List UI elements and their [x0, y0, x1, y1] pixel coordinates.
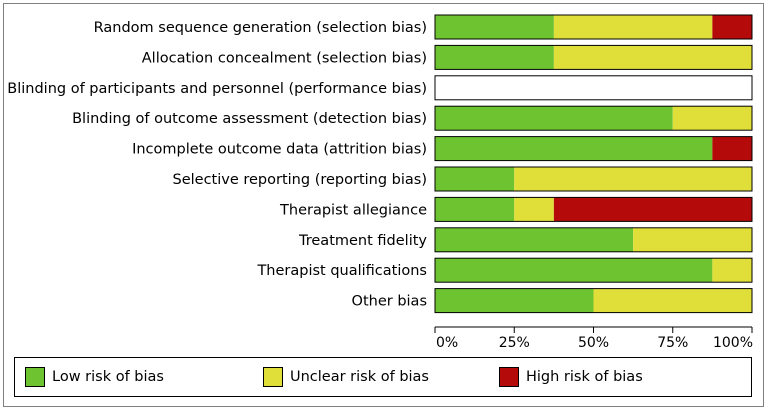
bar-unclear-risk-of-bias-6: [514, 167, 752, 191]
bar-outline-9: [434, 257, 753, 283]
category-label-3: Blinding of participants and personnel (…: [7, 81, 427, 97]
legend-swatch-low: [25, 367, 45, 387]
legend: Low risk of bias Unclear risk of bias Hi…: [14, 357, 752, 397]
legend-item-unclear: Unclear risk of bias: [263, 366, 429, 388]
legend-label-unclear: Unclear risk of bias: [290, 369, 429, 385]
category-label-1: Random sequence generation (selection bi…: [94, 20, 427, 36]
category-label-9: Therapist qualifications: [256, 263, 427, 279]
bar-high-risk-of-bias-5: [712, 136, 752, 161]
category-label-8: Treatment fidelity: [298, 233, 427, 249]
figure-frame: [3, 3, 764, 407]
legend-swatch-unclear: [263, 367, 283, 387]
category-label-4: Blinding of outcome assessment (detectio…: [72, 111, 427, 127]
legend-item-high: High risk of bias: [499, 366, 643, 388]
category-label-5: Incomplete outcome data (attrition bias): [132, 142, 427, 158]
bar-outline-2: [434, 44, 753, 70]
x-tick-label-2: 50%: [578, 335, 609, 350]
bar-unclear-risk-of-bias-2: [553, 45, 752, 70]
bar-outline-7: [434, 196, 753, 222]
bar-outline-10: [434, 288, 753, 314]
legend-item-low: Low risk of bias: [25, 366, 164, 388]
bar-low-risk-of-bias-5: [435, 136, 713, 161]
bar-low-risk-of-bias-10: [435, 288, 594, 313]
x-tick-label-3: 75%: [657, 335, 688, 350]
bar-high-risk-of-bias-7: [553, 197, 752, 222]
bar-low-risk-of-bias-4: [435, 106, 673, 131]
bar-unclear-risk-of-bias-7: [514, 197, 554, 222]
category-label-2: Allocation concealment (selection bias): [142, 50, 427, 66]
x-tick-label-0: 0%: [436, 335, 458, 350]
bar-unclear-risk-of-bias-1: [553, 15, 713, 39]
bar-low-risk-of-bias-8: [435, 227, 634, 252]
bar-outline-5: [434, 136, 753, 162]
category-label-6: Selective reporting (reporting bias): [173, 172, 428, 188]
bar-low-risk-of-bias-6: [435, 167, 515, 191]
bar-unclear-risk-of-bias-9: [712, 258, 752, 283]
bar-outline-1: [434, 14, 753, 40]
bar-low-risk-of-bias-7: [435, 197, 515, 222]
x-tick-label-1: 25%: [499, 335, 530, 350]
bar-low-risk-of-bias-1: [435, 15, 554, 39]
bar-high-risk-of-bias-1: [712, 15, 752, 39]
bar-unclear-risk-of-bias-8: [633, 227, 752, 252]
legend-label-low: Low risk of bias: [52, 369, 164, 385]
bar-unclear-risk-of-bias-10: [593, 288, 752, 313]
legend-label-high: High risk of bias: [526, 369, 643, 385]
chart-area: Random sequence generation (selection bi…: [7, 14, 753, 350]
category-label-10: Other bias: [352, 294, 427, 310]
bar-unclear-risk-of-bias-4: [672, 106, 752, 131]
bar-low-risk-of-bias-2: [435, 45, 554, 70]
bar-outline-3: [434, 75, 753, 101]
category-label-7: Therapist allegiance: [279, 202, 427, 218]
legend-swatch-high: [499, 367, 519, 387]
bar-outline-6: [434, 166, 753, 192]
bar-outline-4: [434, 105, 753, 131]
bar-outline-8: [434, 227, 753, 253]
x-tick-label-4: 100%: [713, 335, 753, 350]
bar-low-risk-of-bias-9: [435, 258, 713, 283]
